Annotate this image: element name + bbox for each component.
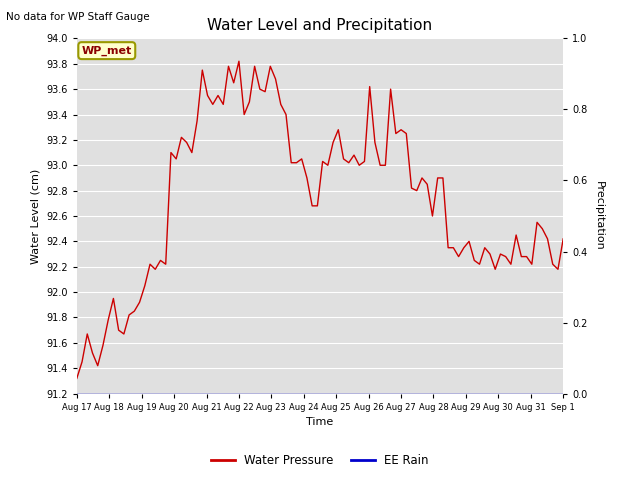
Text: No data for WP Staff Gauge: No data for WP Staff Gauge — [6, 12, 150, 22]
Y-axis label: Water Level (cm): Water Level (cm) — [31, 168, 40, 264]
X-axis label: Time: Time — [307, 417, 333, 427]
Text: WP_met: WP_met — [82, 46, 132, 56]
Title: Water Level and Precipitation: Water Level and Precipitation — [207, 18, 433, 33]
Legend: Water Pressure, EE Rain: Water Pressure, EE Rain — [207, 449, 433, 472]
Y-axis label: Precipitation: Precipitation — [595, 181, 604, 251]
